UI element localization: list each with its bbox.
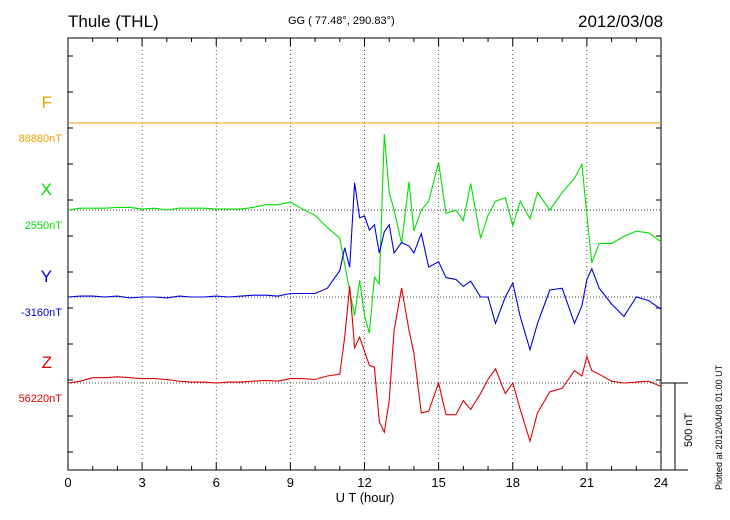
series-z-baseline-value: 56220nT	[18, 393, 62, 405]
series-x-label: X	[40, 180, 52, 199]
series-y-baseline-value: -3160nT	[21, 307, 62, 319]
series-x-baseline-value: 2550nT	[24, 220, 62, 232]
x-tick-label: 0	[64, 475, 72, 490]
plotted-timestamp: Plotted at 2012/04/08 01:00 UT	[714, 364, 724, 490]
x-axis-label: U T (hour)	[335, 490, 395, 505]
x-tick-label: 12	[357, 475, 372, 490]
scale-bar-label: 500 nT	[683, 412, 695, 447]
x-tick-label: 24	[653, 475, 669, 490]
series-f-label: F	[41, 93, 52, 112]
x-tick-label: 15	[431, 475, 446, 490]
station-title: Thule (THL)	[68, 12, 159, 31]
x-tick-label: 9	[286, 475, 294, 490]
geographic-coordinates: GG ( 77.48°, 290.83°)	[288, 15, 395, 27]
series-x-line	[67, 134, 662, 334]
series-f-baseline-value: 88880nT	[18, 133, 62, 145]
x-tick-label: 3	[138, 475, 146, 490]
date-title: 2012/03/08	[578, 12, 664, 31]
series-z-label: Z	[41, 353, 52, 372]
x-tick-label: 18	[505, 475, 520, 490]
series-y-line	[67, 182, 662, 352]
x-tick-label: 21	[579, 475, 595, 490]
series-z-line	[67, 286, 662, 444]
series-y-label: Y	[40, 267, 52, 286]
x-tick-label: 6	[212, 475, 220, 490]
